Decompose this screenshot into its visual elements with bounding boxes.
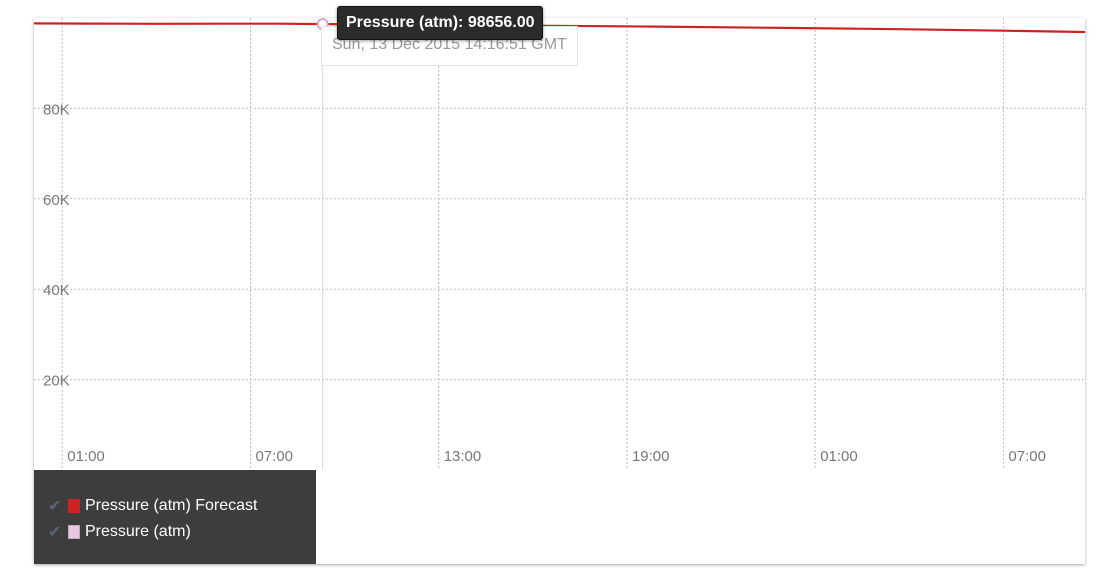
legend-label-pressure: Pressure (atm) bbox=[85, 523, 191, 540]
check-icon[interactable]: ✔ bbox=[48, 498, 62, 515]
legend: ✔ Pressure (atm) Forecast ✔ Pressure (at… bbox=[34, 470, 316, 564]
grid-lines bbox=[34, 18, 1085, 470]
x-tick-label: 07:00 bbox=[255, 448, 293, 465]
x-tick-label: 13:00 bbox=[444, 448, 482, 465]
value-tooltip: Pressure (atm): 98656.00 bbox=[337, 6, 543, 40]
y-tick-label: 20K bbox=[43, 373, 70, 390]
legend-label-forecast: Pressure (atm) Forecast bbox=[85, 497, 258, 514]
check-icon[interactable]: ✔ bbox=[48, 524, 62, 541]
y-tick-label: 80K bbox=[43, 101, 70, 118]
x-axis-ticks: 01:00 07:00 13:00 19:00 01:00 07:00 bbox=[67, 448, 1046, 465]
legend-swatch-pressure bbox=[68, 525, 80, 539]
pressure-chart[interactable]: 20K 40K 60K 80K 01:00 07:00 13:00 19:00 01:00 07… bbox=[34, 18, 1085, 564]
x-tick-label: 01:00 bbox=[820, 448, 858, 465]
chart-container: 20K 40K 60K 80K 01:00 07:00 13:00 19:00 01:00 07… bbox=[34, 6, 1085, 564]
legend-swatch-forecast bbox=[68, 499, 80, 513]
y-axis-ticks: 20K 40K 60K 80K bbox=[43, 101, 70, 389]
y-tick-label: 40K bbox=[43, 282, 70, 299]
x-tick-label: 07:00 bbox=[1008, 448, 1046, 465]
y-tick-label: 60K bbox=[43, 192, 70, 209]
x-tick-label: 01:00 bbox=[67, 448, 105, 465]
x-tick-label: 19:00 bbox=[632, 448, 670, 465]
legend-item-forecast[interactable]: ✔ Pressure (atm) Forecast bbox=[34, 493, 316, 519]
legend-item-pressure[interactable]: ✔ Pressure (atm) bbox=[34, 519, 316, 545]
